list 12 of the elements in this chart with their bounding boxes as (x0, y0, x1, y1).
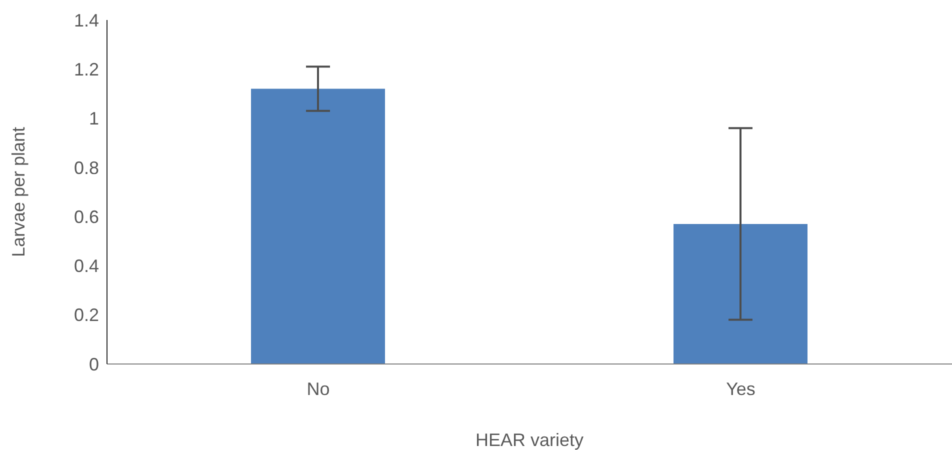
y-axis-title: Larvae per plant (8, 126, 28, 258)
y-tick-label: 1.2 (74, 60, 99, 80)
x-tick-label: Yes (726, 378, 756, 399)
y-tick-label: 1 (88, 108, 99, 129)
y-tick-label: 0.4 (74, 256, 99, 276)
y-tick-label: 0.6 (74, 206, 99, 227)
x-axis-title: HEAR variety (475, 430, 584, 450)
y-tick-label: 0.8 (74, 158, 99, 178)
y-tick-label: 1.4 (74, 10, 99, 30)
x-tick-label: No (306, 378, 330, 399)
y-tick-label: 0.2 (74, 305, 99, 326)
y-tick-label: 0 (88, 354, 99, 374)
